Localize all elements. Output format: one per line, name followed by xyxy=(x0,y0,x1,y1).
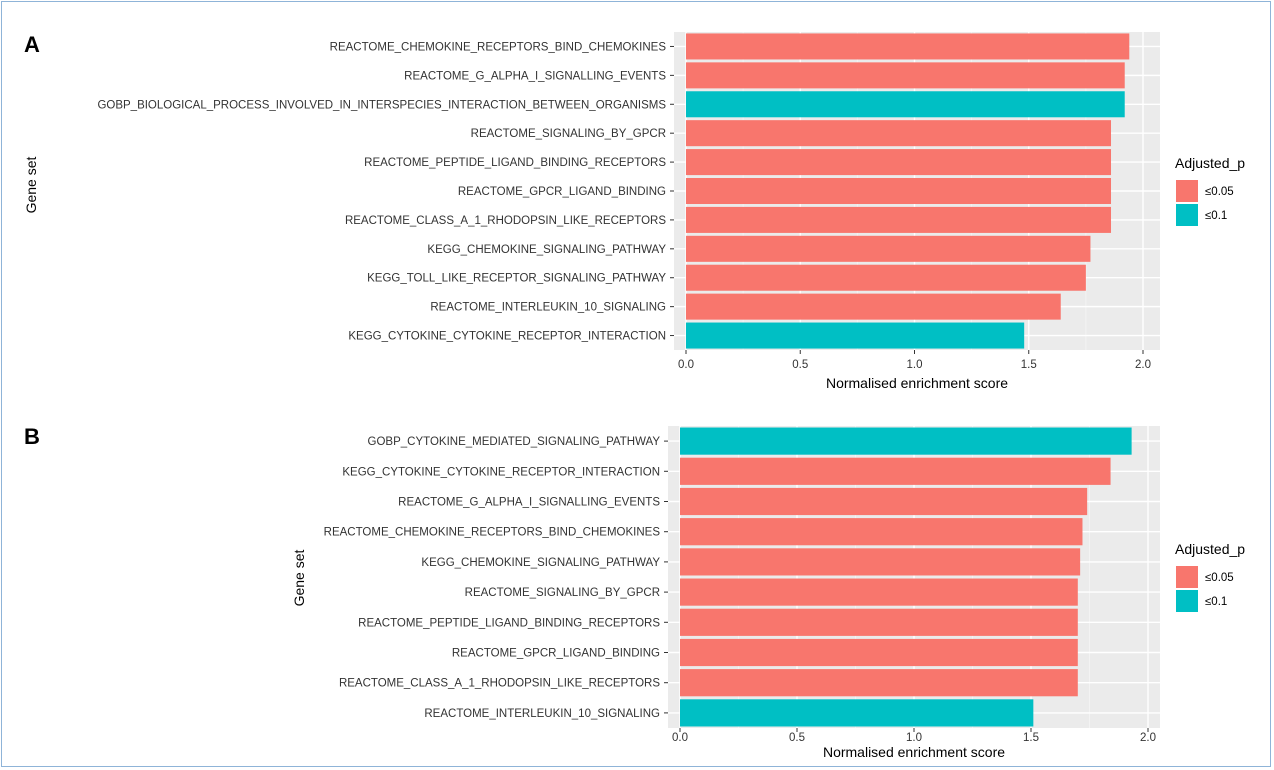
bar-reactome-g-alpha-i-signalling-events xyxy=(680,487,1088,516)
bar-gobp-biological-process-involved-in-interspecies-interaction-between-organisms xyxy=(686,91,1125,118)
x-tick-label: 1.5 xyxy=(1021,359,1037,371)
bar-kegg-toll-like-receptor-signaling-pathway xyxy=(686,264,1086,291)
category-label: KEGG_TOLL_LIKE_RECEPTOR_SIGNALING_PATHWA… xyxy=(367,273,666,285)
category-label: REACTOME_PEPTIDE_LIGAND_BINDING_RECEPTOR… xyxy=(364,157,666,169)
legend: Adjusted_p ≤0.05 ≤0.1 xyxy=(1175,541,1245,612)
bar-reactome-signaling-by-gpcr xyxy=(680,578,1078,606)
category-label: REACTOME_INTERLEUKIN_10_SIGNALING xyxy=(430,302,666,314)
legend-title: Adjusted_p xyxy=(1175,541,1245,557)
bar-reactome-gpcr-ligand-binding xyxy=(680,638,1078,667)
category-label: KEGG_CHEMOKINE_SIGNALING_PATHWAY xyxy=(421,557,660,569)
x-tick-label: 0.0 xyxy=(678,359,694,371)
bar-reactome-peptide-ligand-binding-receptors xyxy=(686,149,1112,176)
category-label: REACTOME_G_ALPHA_I_SIGNALLING_EVENTS xyxy=(398,497,660,509)
category-label: REACTOME_GPCR_LIGAND_BINDING xyxy=(458,186,666,198)
legend-title: Adjusted_p xyxy=(1175,155,1245,171)
bar-reactome-class-a-1-rhodopsin-like-receptors xyxy=(680,669,1078,697)
x-tick-label: 1.0 xyxy=(907,359,923,371)
category-label: REACTOME_PEPTIDE_LIGAND_BINDING_RECEPTOR… xyxy=(358,617,660,629)
bar-kegg-chemokine-signaling-pathway xyxy=(680,548,1081,576)
bar-kegg-cytokine-cytokine-receptor-interaction xyxy=(686,322,1025,349)
bar-reactome-g-alpha-i-signalling-events xyxy=(686,62,1125,89)
y-axis-title: Gene set xyxy=(23,156,39,213)
x-tick-label: 2.0 xyxy=(1135,359,1151,371)
category-label: REACTOME_SIGNALING_BY_GPCR xyxy=(471,128,666,140)
x-tick-label: 2.0 xyxy=(1140,732,1156,744)
legend-key-sig01 xyxy=(1176,590,1198,612)
x-tick-label: 0.0 xyxy=(672,732,688,744)
chart-panel-a: A 0.0 0.5 1.0 1.5 2.0 REACTOME_CHEMOKINE_RECEP… xyxy=(23,32,1245,391)
x-tick-label: 1.5 xyxy=(1023,732,1039,744)
category-label: REACTOME_GPCR_LIGAND_BINDING xyxy=(452,648,660,660)
bar-reactome-signaling-by-gpcr xyxy=(686,120,1112,147)
legend-label: ≤0.05 xyxy=(1205,572,1234,584)
x-tick-label: 1.0 xyxy=(906,732,922,744)
bar-kegg-chemokine-signaling-pathway xyxy=(686,235,1091,262)
x-axis-title: Normalised enrichment score xyxy=(823,744,1005,760)
bar-reactome-chemokine-receptors-bind-chemokines xyxy=(680,518,1083,546)
bar-reactome-class-a-1-rhodopsin-like-receptors xyxy=(686,206,1112,233)
bar-reactome-chemokine-receptors-bind-chemokines xyxy=(686,33,1130,60)
bar-kegg-cytokine-cytokine-receptor-interaction xyxy=(680,457,1111,485)
bar-gobp-cytokine-mediated-signaling-pathway xyxy=(680,427,1132,455)
legend-key-sig01 xyxy=(1176,204,1198,226)
bar-reactome-interleukin-10-signaling xyxy=(680,699,1034,727)
category-label: REACTOME_CHEMOKINE_RECEPTORS_BIND_CHEMOK… xyxy=(330,41,667,53)
category-label: REACTOME_CLASS_A_1_RHODOPSIN_LIKE_RECEPT… xyxy=(345,215,666,227)
legend-key-sig005 xyxy=(1176,180,1198,202)
panel-label: B xyxy=(24,424,40,449)
legend-label: ≤0.1 xyxy=(1205,210,1227,222)
bar-reactome-interleukin-10-signaling xyxy=(686,293,1061,320)
legend: Adjusted_p ≤0.05 ≤0.1 xyxy=(1175,155,1245,226)
category-label: REACTOME_CLASS_A_1_RHODOPSIN_LIKE_RECEPT… xyxy=(339,678,660,690)
legend-label: ≤0.05 xyxy=(1205,186,1234,198)
category-label: KEGG_CYTOKINE_CYTOKINE_RECEPTOR_INTERACT… xyxy=(342,466,660,478)
panel-label: A xyxy=(24,32,40,57)
y-axis-title: Gene set xyxy=(291,549,307,606)
category-label: REACTOME_CHEMOKINE_RECEPTORS_BIND_CHEMOK… xyxy=(324,527,661,539)
category-label: REACTOME_SIGNALING_BY_GPCR xyxy=(465,587,660,599)
bar-reactome-peptide-ligand-binding-receptors xyxy=(680,608,1078,636)
x-axis-title: Normalised enrichment score xyxy=(826,375,1008,391)
category-label: GOBP_BIOLOGICAL_PROCESS_INVOLVED_IN_INTE… xyxy=(97,99,666,111)
legend-label: ≤0.1 xyxy=(1205,596,1227,608)
category-label: REACTOME_G_ALPHA_I_SIGNALLING_EVENTS xyxy=(404,70,666,82)
legend-key-sig005 xyxy=(1176,566,1198,588)
category-label: KEGG_CYTOKINE_CYTOKINE_RECEPTOR_INTERACT… xyxy=(348,331,666,343)
x-tick-label: 0.5 xyxy=(789,732,805,744)
bar-reactome-gpcr-ligand-binding xyxy=(686,177,1112,205)
chart-panel-b: B 0.0 0.5 1.0 1.5 2.0 GOBP_CYTOKINE_MEDIATED_S… xyxy=(24,424,1245,760)
category-label: GOBP_CYTOKINE_MEDIATED_SIGNALING_PATHWAY xyxy=(368,436,661,448)
category-label: KEGG_CHEMOKINE_SIGNALING_PATHWAY xyxy=(427,244,666,256)
category-label: REACTOME_INTERLEUKIN_10_SIGNALING xyxy=(424,708,660,720)
x-tick-label: 0.5 xyxy=(792,359,808,371)
